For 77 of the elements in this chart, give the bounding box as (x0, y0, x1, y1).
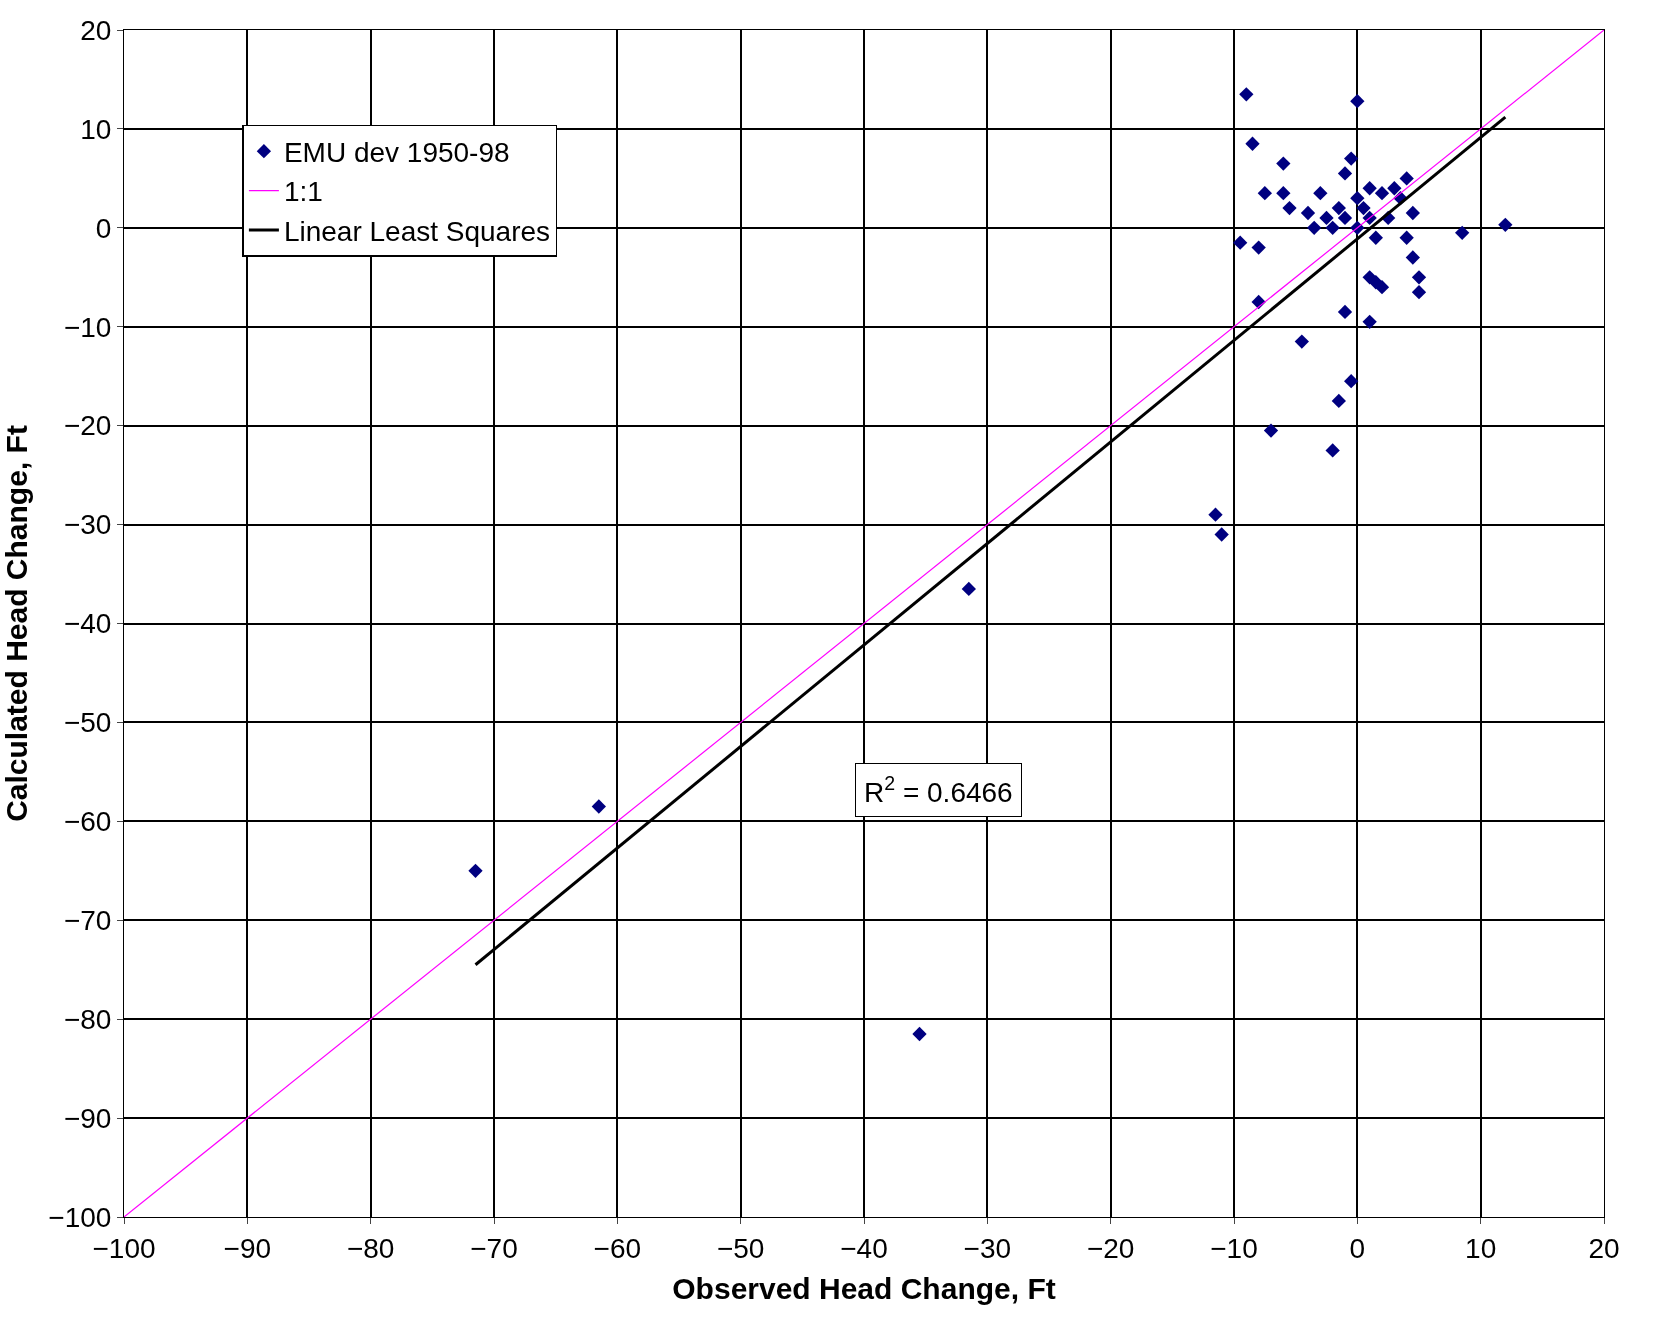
point (1337, 210, 1353, 226)
legend-label: Linear Least Squares (283, 215, 551, 247)
legend-label: 1:1 (283, 176, 323, 208)
point (591, 799, 606, 814)
y-tick-label: 20 (80, 14, 112, 46)
point (1399, 171, 1414, 186)
point (1331, 200, 1346, 216)
y-axis-title: Calculated Head Change, Ft (0, 425, 33, 822)
y-tick-label: −20 (63, 410, 112, 442)
point (1307, 220, 1322, 235)
point (1276, 156, 1291, 171)
point (1337, 304, 1353, 320)
y-tick-label: 10 (80, 113, 112, 145)
x-tick-label: −50 (716, 1232, 765, 1264)
point (1362, 314, 1377, 329)
y-tick-label: −80 (63, 1003, 112, 1035)
legend-label: EMU dev 1950-98 (283, 137, 510, 169)
x-tick-label: −90 (223, 1232, 272, 1264)
point (1282, 200, 1297, 216)
point (1350, 94, 1365, 109)
point (1294, 334, 1309, 349)
point (1251, 240, 1266, 255)
point (1325, 443, 1340, 458)
point (1362, 181, 1377, 196)
point (1319, 210, 1334, 226)
point (1498, 217, 1513, 233)
point (1313, 186, 1328, 201)
point (1399, 230, 1414, 245)
y-tick-label: −100 (48, 1201, 112, 1233)
y-tick-label: −10 (63, 311, 112, 343)
y-tick-label: −30 (63, 509, 112, 541)
point (1276, 186, 1291, 201)
point (912, 1026, 927, 1042)
point (1344, 151, 1359, 166)
x-tick-label: −10 (1210, 1232, 1258, 1264)
point (1214, 527, 1229, 542)
point (1245, 136, 1260, 151)
y-tick-label: −40 (63, 608, 112, 640)
point (1257, 186, 1272, 201)
y-tick-label: −50 (63, 707, 112, 739)
point (1208, 507, 1223, 522)
point (1368, 230, 1383, 245)
y-tick-label: 0 (95, 212, 112, 244)
x-tick-label: −70 (470, 1232, 518, 1264)
x-tick-label: 20 (1588, 1232, 1620, 1264)
point (1239, 87, 1254, 102)
point (1233, 235, 1248, 250)
point (1300, 205, 1316, 221)
point (1374, 186, 1390, 201)
x-tick-label: 0 (1349, 1232, 1366, 1264)
point (1387, 181, 1402, 196)
point (1350, 191, 1365, 206)
x-tick-label: −40 (840, 1232, 888, 1264)
point (1368, 275, 1383, 290)
y-tick-label: −70 (63, 905, 112, 937)
point (1263, 423, 1279, 438)
annotation: R$^{2}$ = 0.6466 (864, 772, 1013, 808)
point (468, 863, 483, 878)
point (1331, 393, 1346, 409)
y-tick-label: −60 (63, 806, 112, 838)
point (1411, 284, 1427, 300)
x-axis-title: Observed Head Change, Ft (672, 1272, 1056, 1306)
x-tick-label: −80 (346, 1232, 395, 1264)
x-tick-label: −30 (963, 1232, 1012, 1264)
x-tick-label: −20 (1086, 1232, 1135, 1264)
point (1356, 200, 1371, 216)
point (1405, 205, 1420, 221)
y-tick-label: −90 (63, 1102, 112, 1134)
point (1344, 374, 1359, 389)
x-tick-label: 10 (1465, 1232, 1497, 1264)
x-tick-label: −60 (593, 1232, 642, 1264)
point (1455, 225, 1470, 240)
point (1337, 166, 1353, 181)
point (1405, 250, 1420, 265)
point (961, 581, 976, 597)
point (1411, 270, 1427, 285)
point (1325, 220, 1340, 235)
